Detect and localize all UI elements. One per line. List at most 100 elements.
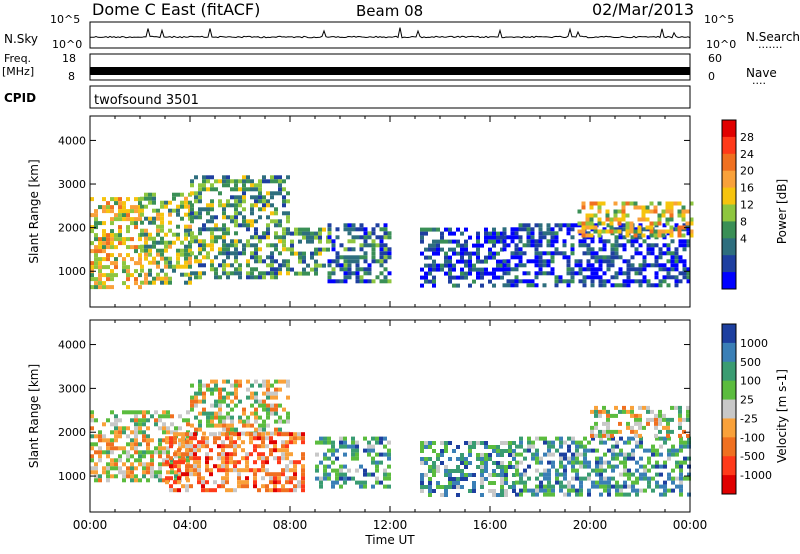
velocity-cell: [102, 438, 106, 443]
velocity-cell: [351, 440, 355, 445]
power-cell: [278, 219, 282, 224]
velocity-cell: [315, 468, 319, 473]
power-cell: [266, 227, 270, 232]
power-cell: [282, 179, 286, 184]
velocity-cell: [262, 423, 266, 428]
velocity-cell: [130, 446, 134, 451]
velocity-cell: [440, 453, 444, 457]
power-cell: [550, 271, 555, 276]
velocity-cell: [126, 442, 130, 447]
velocity-cell: [543, 488, 547, 493]
velocity-cell: [355, 452, 359, 457]
power-cell: [464, 239, 468, 244]
velocity-cell: [547, 444, 551, 449]
velocity-cell: [500, 461, 504, 465]
power-cell: [606, 279, 611, 284]
power-cell: [327, 275, 332, 280]
velocity-cell: [181, 440, 185, 445]
velocity-cell: [618, 421, 622, 426]
power-cell: [331, 259, 336, 264]
velocity-cell: [531, 440, 535, 445]
frequency-band: [90, 67, 690, 75]
power-cell: [262, 275, 266, 280]
velocity-cell: [687, 444, 691, 449]
velocity-cell: [110, 446, 114, 451]
power-cell: [254, 187, 258, 192]
power-cell: [160, 212, 164, 217]
velocity-cell: [269, 476, 273, 481]
velocity-cell: [655, 448, 659, 453]
velocity-cell: [253, 472, 257, 477]
power-colorbar-tick: 24: [740, 148, 754, 161]
velocity-cell: [335, 448, 339, 453]
velocity-cell: [169, 476, 173, 481]
power-cell: [106, 237, 110, 242]
power-cell: [550, 255, 555, 260]
power-cell: [432, 259, 436, 264]
power-cell: [234, 247, 238, 252]
power-cell: [258, 199, 262, 204]
power-cell: [577, 221, 582, 226]
power-cell: [653, 209, 658, 214]
velocity-cell: [480, 473, 484, 477]
power-cell: [122, 281, 126, 286]
velocity-cell: [286, 383, 290, 388]
power-cell: [492, 251, 496, 256]
power-cell: [343, 279, 348, 284]
velocity-cell: [567, 492, 571, 497]
power-cell: [432, 275, 436, 280]
power-cell: [210, 219, 214, 224]
velocity-cell: [627, 452, 631, 457]
power-cell: [180, 192, 184, 197]
power-cell: [460, 231, 464, 236]
power-cell: [518, 259, 523, 264]
power-cell: [250, 207, 254, 212]
velocity-cell: [241, 480, 245, 485]
velocity-cell: [591, 436, 595, 441]
power-cell: [674, 279, 679, 284]
power-cell: [331, 267, 336, 272]
velocity-cell: [234, 403, 238, 408]
power-cell: [198, 275, 202, 280]
velocity-cell: [237, 480, 241, 485]
velocity-cell: [297, 460, 301, 465]
xtick-label: 04:00: [173, 518, 208, 532]
velocity-cell: [547, 488, 551, 493]
velocity-cell: [118, 434, 122, 439]
power-cell: [554, 239, 559, 244]
velocity-cell: [484, 461, 488, 465]
velocity-cell: [253, 484, 257, 489]
velocity-cell: [611, 436, 615, 441]
power-cell: [242, 219, 246, 224]
velocity-cell: [286, 419, 290, 424]
velocity-cell: [246, 419, 250, 424]
velocity-cell: [488, 453, 492, 457]
power-cell: [278, 263, 282, 268]
velocity-cell: [587, 488, 591, 493]
power-cell: [194, 191, 198, 196]
velocity-cell: [114, 458, 118, 463]
power-cell: [140, 208, 144, 213]
power-cell: [164, 204, 168, 209]
velocity-cell: [602, 405, 606, 410]
power-cell: [226, 255, 230, 260]
velocity-cell: [246, 423, 250, 428]
power-cell: [534, 271, 539, 276]
velocity-cell: [523, 484, 527, 489]
velocity-cell: [277, 448, 281, 453]
velocity-cell: [201, 488, 205, 493]
power-cell: [633, 205, 638, 210]
power-cell: [634, 267, 639, 272]
velocity-cell: [468, 473, 472, 477]
velocity-cell: [185, 440, 189, 445]
velocity-cell: [225, 456, 229, 461]
velocity-cell: [323, 472, 327, 477]
power-cell: [138, 237, 142, 242]
power-cell: [218, 251, 222, 256]
velocity-cell: [679, 448, 683, 453]
velocity-cell: [559, 484, 563, 489]
velocity-cell: [233, 440, 237, 445]
power-colorbar-tick: 16: [740, 182, 754, 195]
velocity-cell: [583, 464, 587, 469]
power-cell: [148, 252, 152, 257]
